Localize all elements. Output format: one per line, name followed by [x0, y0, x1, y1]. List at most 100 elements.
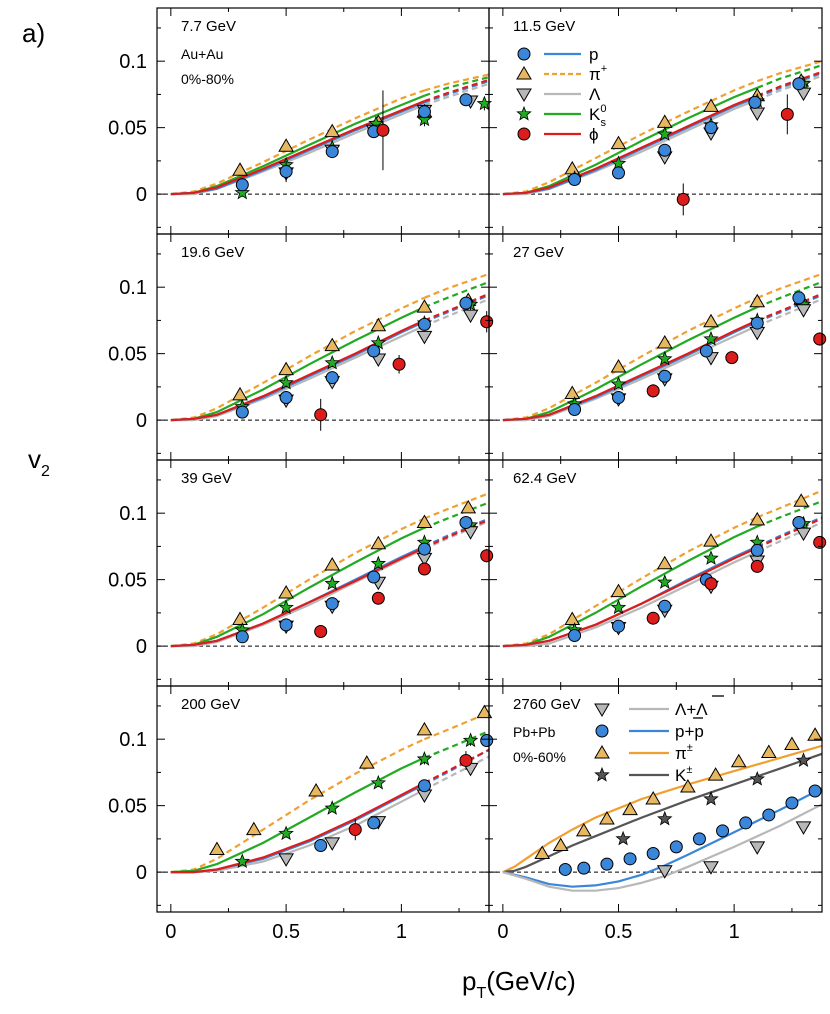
- curve-k0s: [503, 88, 757, 194]
- y-tick-label: 0.05: [108, 570, 147, 592]
- legend-marker-kpm: [595, 768, 608, 781]
- point-p: [717, 825, 729, 837]
- curve-lambda-extrapolated: [757, 523, 822, 552]
- point-p: [236, 406, 248, 418]
- point-p: [418, 543, 430, 555]
- panel-frame: [157, 234, 489, 460]
- system-label: Pb+Pb: [513, 724, 556, 740]
- point-p: [659, 144, 671, 156]
- point-p: [280, 619, 292, 631]
- panel-2760-gev: 0 0.5 12760 GeVPb+Pb0%-60%Λ+Λp+pπ±K±: [489, 686, 822, 943]
- curve-pi-extrapolated: [757, 61, 822, 81]
- point-p: [460, 516, 472, 528]
- legend-sup: ±: [686, 764, 692, 776]
- point-pi: [612, 585, 626, 597]
- point-pi: [279, 586, 293, 598]
- panel-frame: [489, 234, 822, 460]
- energy-label: 19.6 GeV: [181, 244, 244, 261]
- curve-k0s-extrapolated: [424, 77, 489, 96]
- energy-label: 27 GeV: [513, 244, 564, 261]
- legend-species: pπ+ΛK0 sϕ: [517, 45, 607, 144]
- y-tick-label: 0.05: [108, 118, 147, 140]
- legend-marker-lambda: [517, 89, 531, 101]
- x-axis-label-rest: (GeV/c): [486, 966, 576, 996]
- legend-marker-pi: [595, 746, 609, 758]
- curve-k0s: [171, 96, 425, 194]
- point-p: [481, 735, 493, 747]
- point-lambda: [417, 331, 431, 343]
- point-phi: [726, 352, 738, 364]
- point-phi: [814, 333, 826, 345]
- point-p: [793, 78, 805, 90]
- point-p: [569, 173, 581, 185]
- legend-text: π: [675, 744, 687, 763]
- y-tick-label: 0.1: [119, 503, 147, 525]
- energy-label: 39 GeV: [181, 470, 232, 487]
- point-p: [647, 848, 659, 860]
- point-phi: [751, 560, 763, 572]
- point-lambda: [464, 310, 478, 322]
- panel-grid: 00.050.17.7 GeVAu+Au0%-80%11.5 GeVpπ+ΛK0…: [108, 8, 826, 943]
- point-phi: [481, 316, 493, 328]
- legend-text: p: [589, 45, 598, 64]
- point-p: [624, 853, 636, 865]
- legend-text: ϕ: [589, 125, 599, 144]
- point-kpm: [797, 753, 810, 766]
- y-tick-label: 0.05: [108, 344, 147, 366]
- point-p: [418, 780, 430, 792]
- point-phi: [377, 124, 389, 136]
- point-pi: [762, 745, 776, 757]
- curve-phi-extrapolated: [424, 80, 489, 101]
- system-label: 0%-80%: [181, 71, 234, 87]
- curve-lambda-extrapolated: [424, 757, 489, 790]
- point-p: [368, 571, 380, 583]
- point-pi: [325, 558, 339, 570]
- point-p: [749, 96, 761, 108]
- panel-frame: [157, 460, 489, 686]
- point-p: [601, 858, 613, 870]
- point-kpm: [658, 812, 671, 825]
- point-lambda: [797, 305, 811, 317]
- point-p: [740, 817, 752, 829]
- panel-7-7-gev: 00.050.17.7 GeVAu+Au0%-80%: [108, 8, 491, 234]
- point-phi: [315, 409, 327, 421]
- legend-marker-k0s: [517, 107, 530, 120]
- curve-pi: [503, 517, 757, 646]
- curve-pi: [171, 519, 425, 647]
- panel-200-gev: 00.050.10 0.5 1200 GeV: [108, 686, 493, 943]
- point-phi: [393, 358, 405, 370]
- point-p: [693, 833, 705, 845]
- point-pi: [785, 737, 799, 749]
- point-pi: [565, 162, 579, 174]
- legend-label-pi: π±: [675, 742, 693, 763]
- panel-tag: a): [22, 18, 45, 48]
- legend-label-p: p+p: [675, 722, 704, 741]
- point-phi: [372, 592, 384, 604]
- point-pi: [360, 756, 374, 768]
- point-pi: [808, 728, 822, 740]
- panel-frame: [489, 8, 822, 234]
- point-phi: [315, 625, 327, 637]
- panel-frame: [157, 686, 489, 912]
- panel-frame: [157, 8, 489, 234]
- point-pi: [417, 723, 431, 735]
- point-pi: [233, 388, 247, 400]
- point-pi: [210, 843, 224, 855]
- curve-phi: [503, 96, 757, 194]
- x-axis-label-sub: T: [476, 985, 486, 1002]
- legend-marker-phi: [518, 128, 530, 140]
- legend-label-kpm: K±: [675, 764, 692, 785]
- curve-p: [503, 546, 757, 646]
- point-p: [326, 146, 338, 158]
- legend-sup: +: [601, 63, 607, 75]
- point-p: [786, 797, 798, 809]
- curve-p-extrapolated: [757, 295, 822, 322]
- curve-p: [171, 546, 425, 646]
- point-p: [700, 345, 712, 357]
- panel-27-gev: 27 GeV: [489, 234, 826, 460]
- point-pi: [704, 315, 718, 327]
- curve-pi: [503, 298, 757, 420]
- legend-label-pi: π+: [589, 63, 607, 84]
- point-p: [418, 106, 430, 118]
- point-p: [315, 840, 327, 852]
